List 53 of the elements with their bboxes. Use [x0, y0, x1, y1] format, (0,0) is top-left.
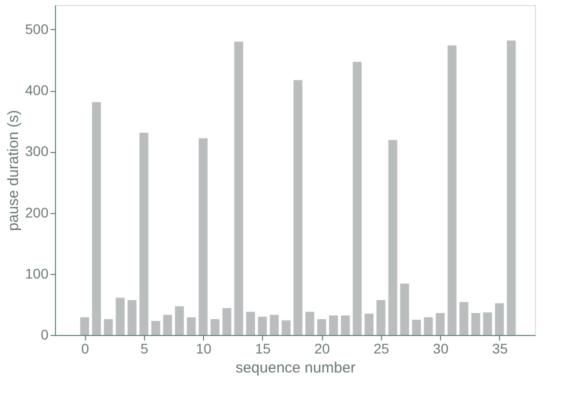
x-tick-label: 5 — [140, 340, 148, 356]
bar — [376, 300, 386, 335]
bar — [483, 312, 492, 335]
x-tick-label: 25 — [374, 340, 390, 356]
y-tick-label: 0 — [40, 326, 49, 342]
bar — [448, 45, 456, 335]
y-axis-title: pause duration (s) — [5, 110, 22, 231]
bar — [270, 314, 279, 335]
bar — [139, 132, 148, 335]
bar — [305, 312, 314, 335]
bar — [186, 317, 196, 335]
bar — [258, 316, 267, 335]
x-tick-label: 35 — [492, 340, 508, 356]
x-tick-label: 0 — [81, 340, 90, 356]
bar — [340, 315, 350, 335]
bar — [246, 312, 255, 335]
bar — [80, 317, 90, 335]
bar — [128, 300, 136, 335]
bar — [424, 317, 433, 335]
bar — [364, 314, 374, 335]
bar — [412, 320, 421, 335]
bar — [198, 138, 208, 335]
bar — [151, 320, 160, 335]
bar — [436, 313, 445, 335]
y-tick-label: 400 — [25, 82, 49, 98]
bar — [388, 140, 398, 335]
bar — [92, 102, 101, 335]
y-tick-label: 100 — [25, 265, 49, 282]
bar — [234, 42, 244, 335]
x-tick-label: 20 — [314, 340, 330, 356]
y-tick-label: 500 — [25, 20, 49, 37]
bar — [222, 308, 232, 335]
bar — [175, 306, 184, 335]
x-tick-label: 15 — [255, 340, 271, 356]
bar — [352, 62, 362, 335]
bar — [317, 319, 326, 335]
bar — [294, 80, 302, 335]
y-tick-label: 200 — [25, 204, 49, 220]
x-tick-label: 10 — [196, 340, 212, 356]
bar — [104, 319, 113, 335]
bar — [495, 303, 504, 335]
bar — [116, 298, 125, 335]
x-tick-label: 30 — [432, 340, 449, 356]
y-tick-label: 300 — [25, 143, 49, 160]
bar — [210, 319, 220, 335]
bar — [471, 313, 480, 335]
bar — [329, 315, 338, 335]
bar — [282, 320, 291, 335]
bar — [459, 302, 468, 335]
x-axis-title: sequence number — [235, 360, 356, 376]
bar — [163, 314, 172, 335]
bar — [506, 40, 516, 335]
bar — [400, 284, 410, 335]
